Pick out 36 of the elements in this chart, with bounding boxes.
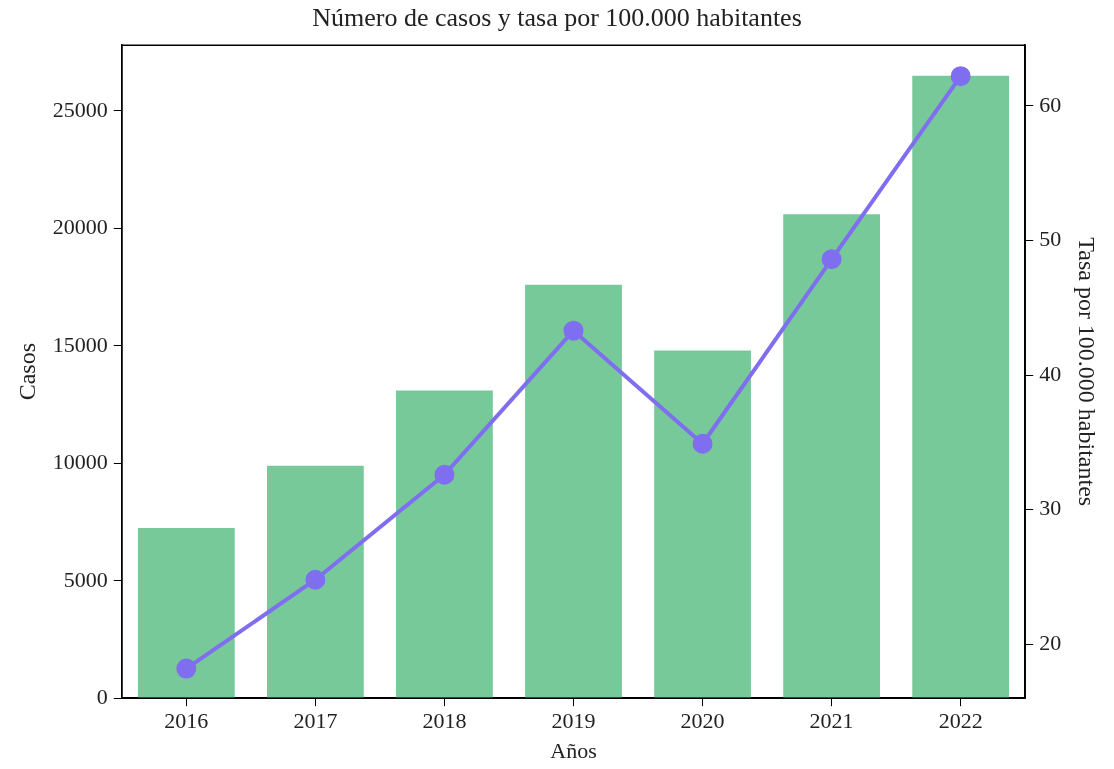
y2-tick-label: 30: [1039, 495, 1062, 521]
y-tick-label: 20000: [52, 214, 108, 240]
point: [176, 658, 197, 679]
x-tick-label: 2019: [551, 708, 596, 734]
bar: [912, 75, 1010, 698]
x-axis-title: Años: [550, 737, 597, 763]
y2-tick-label: 50: [1039, 226, 1062, 252]
y2-tick-label: 20: [1039, 630, 1062, 656]
y2-axis-title: Tasa por 100.000 habitantes: [1074, 237, 1101, 507]
point: [563, 320, 584, 341]
chart-title: Número de casos y tasa por 100.000 habitantes: [312, 3, 802, 33]
bar: [137, 527, 235, 698]
bar: [525, 284, 622, 698]
y2-tick-label: 40: [1039, 360, 1062, 386]
y-tick-label: 15000: [52, 331, 108, 357]
y2-tick-label: 60: [1039, 91, 1062, 117]
y-tick-label: 0: [96, 683, 108, 709]
point: [821, 249, 842, 270]
y-tick-label: 25000: [52, 96, 108, 122]
bar: [654, 350, 751, 698]
x-tick-label: 2018: [422, 708, 467, 734]
y-tick-label: 10000: [52, 449, 108, 475]
point: [950, 66, 971, 87]
y-tick-label: 5000: [63, 566, 108, 592]
x-tick-label: 2016: [164, 708, 209, 734]
point: [305, 569, 326, 590]
point: [434, 464, 455, 485]
point: [692, 433, 713, 454]
x-tick-label: 2022: [938, 708, 983, 734]
x-tick-label: 2017: [293, 708, 338, 734]
x-tick-label: 2021: [809, 708, 854, 734]
bar: [783, 214, 881, 698]
bar: [266, 465, 364, 698]
bar: [396, 390, 493, 698]
y-axis-title: Casos: [13, 343, 40, 401]
x-tick-label: 2020: [680, 708, 725, 734]
